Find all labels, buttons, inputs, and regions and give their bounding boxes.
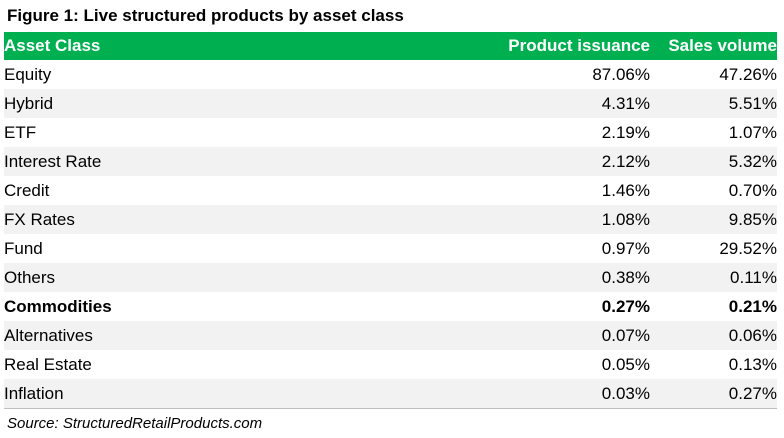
table-row: Fund 0.97% 29.52%: [4, 234, 777, 263]
cell-sales-volume: 0.70%: [650, 176, 777, 205]
table-row: ETF 2.19% 1.07%: [4, 118, 777, 147]
table-row: Inflation 0.03% 0.27%: [4, 379, 777, 409]
cell-asset-class: Equity: [4, 60, 438, 89]
table-header-row: Asset Class Product issuance Sales volum…: [4, 32, 777, 60]
table-row: FX Rates 1.08% 9.85%: [4, 205, 777, 234]
header-sales-volume: Sales volume: [650, 32, 777, 60]
figure-title: Figure 1: Live structured products by as…: [7, 6, 404, 25]
table-row: Commodities 0.27% 0.21%: [4, 292, 777, 321]
cell-asset-class: Inflation: [4, 379, 438, 409]
cell-product-issuance: 4.31%: [438, 89, 650, 118]
cell-product-issuance: 0.97%: [438, 234, 650, 263]
cell-sales-volume: 0.21%: [650, 292, 777, 321]
cell-product-issuance: 0.05%: [438, 350, 650, 379]
asset-class-table: Asset Class Product issuance Sales volum…: [4, 32, 777, 409]
cell-asset-class: FX Rates: [4, 205, 438, 234]
cell-asset-class: Hybrid: [4, 89, 438, 118]
table-row: Credit 1.46% 0.70%: [4, 176, 777, 205]
cell-product-issuance: 2.12%: [438, 147, 650, 176]
cell-asset-class: Fund: [4, 234, 438, 263]
cell-asset-class: Credit: [4, 176, 438, 205]
cell-product-issuance: 0.07%: [438, 321, 650, 350]
cell-sales-volume: 9.85%: [650, 205, 777, 234]
cell-sales-volume: 0.27%: [650, 379, 777, 409]
cell-asset-class: Real Estate: [4, 350, 438, 379]
cell-sales-volume: 5.51%: [650, 89, 777, 118]
table-body: Equity 87.06% 47.26% Hybrid 4.31% 5.51% ETF 2.1…: [4, 60, 777, 409]
cell-product-issuance: 0.03%: [438, 379, 650, 409]
cell-sales-volume: 29.52%: [650, 234, 777, 263]
cell-asset-class: Alternatives: [4, 321, 438, 350]
cell-product-issuance: 87.06%: [438, 60, 650, 89]
table-row: Others 0.38% 0.11%: [4, 263, 777, 292]
cell-product-issuance: 0.38%: [438, 263, 650, 292]
cell-sales-volume: 5.32%: [650, 147, 777, 176]
table-row: Real Estate 0.05% 0.13%: [4, 350, 777, 379]
cell-asset-class: Interest Rate: [4, 147, 438, 176]
cell-product-issuance: 2.19%: [438, 118, 650, 147]
header-asset-class: Asset Class: [4, 32, 438, 60]
cell-sales-volume: 0.11%: [650, 263, 777, 292]
cell-asset-class: Commodities: [4, 292, 438, 321]
cell-asset-class: Others: [4, 263, 438, 292]
table-row: Interest Rate 2.12% 5.32%: [4, 147, 777, 176]
cell-sales-volume: 0.06%: [650, 321, 777, 350]
cell-sales-volume: 47.26%: [650, 60, 777, 89]
cell-sales-volume: 1.07%: [650, 118, 777, 147]
cell-product-issuance: 0.27%: [438, 292, 650, 321]
table-row: Hybrid 4.31% 5.51%: [4, 89, 777, 118]
header-product-issuance: Product issuance: [438, 32, 650, 60]
table-row: Alternatives 0.07% 0.06%: [4, 321, 777, 350]
source-note: Source: StructuredRetailProducts.com: [7, 415, 263, 432]
table-row: Equity 87.06% 47.26%: [4, 60, 777, 89]
cell-product-issuance: 1.08%: [438, 205, 650, 234]
cell-sales-volume: 0.13%: [650, 350, 777, 379]
cell-asset-class: ETF: [4, 118, 438, 147]
cell-product-issuance: 1.46%: [438, 176, 650, 205]
